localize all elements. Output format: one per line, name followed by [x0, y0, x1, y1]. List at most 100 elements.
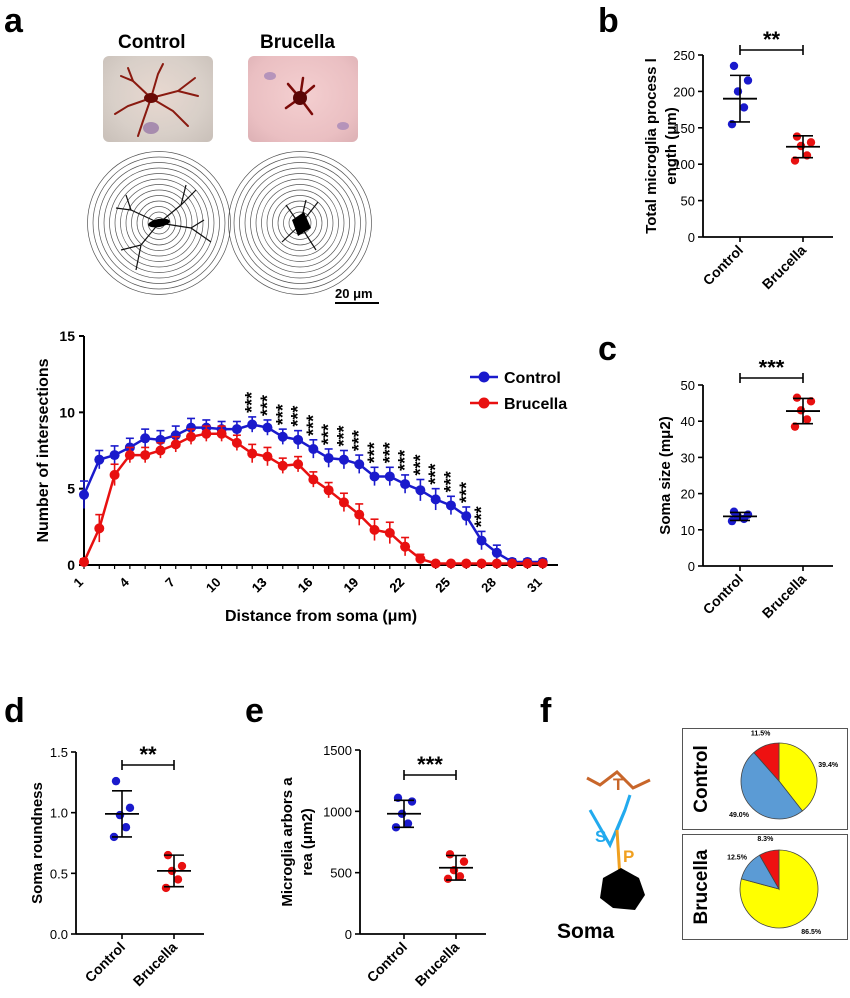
data-point — [121, 823, 131, 832]
data-point — [459, 857, 469, 866]
data-point — [277, 431, 288, 442]
y-tick-label: 15 — [59, 328, 75, 344]
significance-stars: *** — [303, 415, 323, 436]
y-tick-label: 1.0 — [50, 806, 68, 821]
x-tick-label: 31 — [524, 575, 545, 596]
data-point — [354, 509, 365, 520]
data-point — [491, 547, 502, 558]
pie-label: 86.5% — [801, 929, 822, 936]
data-point — [739, 103, 749, 112]
chart-d-soma-roundness: 0.0 0.5 1.0 1.5 Control Brucella Soma roundnes… — [29, 742, 204, 989]
y-tick-label: 10 — [681, 523, 695, 538]
x-tick-label: 28 — [478, 575, 499, 596]
data-point — [384, 527, 395, 538]
sholl-tracing-control — [115, 184, 212, 271]
data-point — [115, 810, 125, 820]
data-point — [790, 156, 800, 165]
panel-letter-c: c — [598, 330, 617, 368]
pie-title: Control — [691, 745, 712, 813]
pie-slice-tertiary — [759, 849, 780, 891]
legend: Control Brucella — [470, 370, 567, 413]
pie-label: 11.5% — [751, 730, 771, 737]
data-point — [733, 87, 743, 96]
data-point — [161, 883, 171, 893]
x-tick-label: 1 — [70, 575, 86, 591]
data-point — [247, 419, 258, 430]
data-point — [155, 445, 166, 456]
brucella-image-label: Brucella — [260, 32, 335, 53]
x-tick-label: 10 — [203, 575, 224, 596]
x-tick-label: 22 — [386, 575, 407, 596]
data-point — [293, 434, 304, 445]
y-tick-label: 0 — [67, 557, 75, 573]
category-label: Control — [700, 571, 747, 618]
data-point — [177, 861, 187, 871]
data-point — [476, 535, 487, 546]
primary-label: P — [623, 847, 634, 866]
data-point — [522, 558, 533, 569]
x-tick-label: 16 — [295, 575, 316, 596]
group-control — [387, 793, 421, 832]
sholl-rings-control — [87, 151, 231, 295]
data-point — [109, 450, 120, 461]
pie-label: 8.3% — [757, 836, 774, 843]
pie-slice-secondary — [740, 751, 803, 820]
series-brucella — [79, 425, 548, 569]
data-point — [507, 558, 518, 569]
data-point — [170, 430, 181, 441]
significance-stars: *** — [426, 464, 446, 485]
group-brucella — [786, 132, 820, 165]
data-point — [354, 459, 365, 470]
sholl-ring — [272, 195, 328, 251]
data-point — [461, 558, 472, 569]
soma-label: Soma — [557, 920, 615, 943]
data-point — [323, 485, 334, 496]
data-point — [443, 874, 453, 883]
data-point — [124, 450, 135, 461]
data-point — [94, 523, 105, 534]
data-point — [802, 415, 812, 424]
data-point — [430, 558, 441, 569]
y-tick-label: 150 — [673, 121, 695, 136]
data-point — [277, 460, 288, 471]
y-tick-label: 10 — [59, 404, 75, 420]
y-tick-label: 20 — [681, 487, 695, 502]
sholl-ring — [131, 195, 187, 251]
control-microglia-photo — [103, 56, 213, 142]
data-point — [231, 424, 242, 435]
y-axis-label: Number of intersections — [35, 358, 52, 542]
y-tick-label: 1000 — [323, 804, 352, 819]
y-axis-label: rea (μm2) — [299, 808, 316, 876]
sholl-ring — [277, 200, 323, 246]
tertiary-branch — [586, 770, 651, 790]
chart-c-soma-size: 0 10 20 30 40 50 Control Brucella Soma size (mμ2… — [657, 360, 833, 622]
data-point — [455, 872, 465, 881]
sholl-ring — [103, 167, 215, 279]
sholl-ring — [147, 211, 171, 235]
y-tick-label: 50 — [681, 194, 695, 209]
data-point — [445, 500, 456, 511]
sholl-ring — [266, 189, 334, 257]
y-tick-label: 0.0 — [50, 927, 68, 942]
data-point — [186, 431, 197, 442]
pie-slice-primary — [778, 742, 818, 812]
sholl-ring — [98, 162, 220, 284]
data-point — [186, 422, 197, 433]
data-point — [445, 850, 455, 859]
data-point — [201, 428, 212, 439]
data-point — [247, 448, 258, 459]
significance-stars: *** — [395, 450, 415, 471]
tertiary-label: T — [613, 775, 624, 794]
chart-b-process-length: 0 50 100 150 200 250 Control Brucella Total micr… — [643, 28, 833, 292]
y-tick-label: 100 — [673, 157, 695, 172]
data-point — [79, 556, 89, 567]
category-label: Brucella — [759, 571, 810, 622]
data-point — [384, 471, 395, 482]
y-axis-label: Soma size (mμ2) — [657, 416, 674, 534]
data-point — [491, 558, 502, 569]
significance-stars: *** — [365, 442, 385, 463]
sholl-ring — [136, 200, 182, 246]
pie-box-control: Control 39.4% 49.0% 11.5% — [682, 728, 848, 830]
data-point — [140, 450, 151, 461]
significance-stars: *** — [273, 404, 293, 425]
